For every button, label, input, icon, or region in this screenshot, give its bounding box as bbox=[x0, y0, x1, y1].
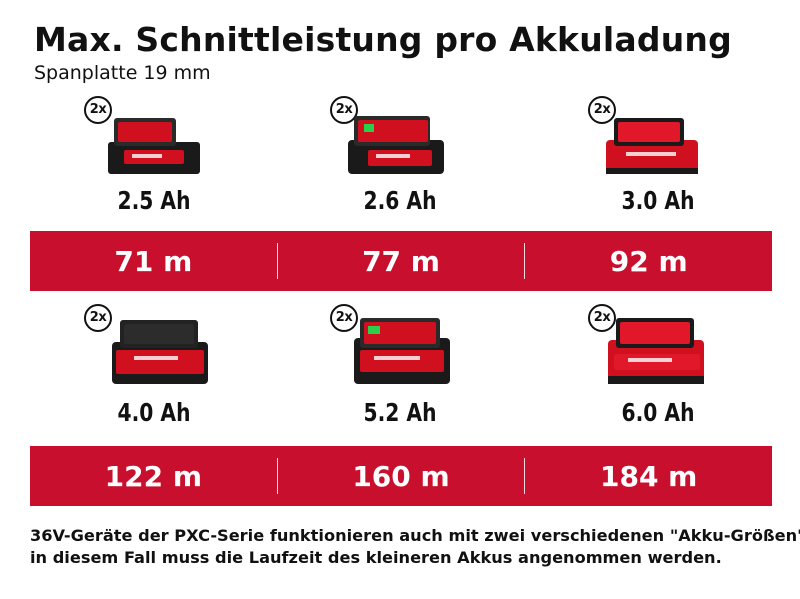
quantity-badge: 2x bbox=[330, 96, 358, 124]
quantity-badge: 2x bbox=[84, 96, 112, 124]
result-band-row-1: 71 m 77 m 92 m bbox=[30, 231, 772, 291]
band-divider bbox=[524, 243, 526, 279]
page-title: Max. Schnittleistung pro Akkuladung bbox=[34, 20, 732, 59]
band-divider bbox=[276, 458, 278, 494]
quantity-badge: 2x bbox=[588, 96, 616, 124]
page-subtitle: Spanplatte 19 mm bbox=[34, 62, 211, 84]
result-value: 160 m bbox=[352, 459, 450, 493]
result-value: 92 m bbox=[609, 244, 688, 278]
quantity-badge: 2x bbox=[588, 304, 616, 332]
battery-pack-icon bbox=[348, 116, 444, 174]
capacity-label: 2.6 Ah bbox=[363, 186, 437, 215]
capacity-label: 5.2 Ah bbox=[363, 398, 437, 427]
footnote: 36V-Geräte der PXC-Serie funktionieren a… bbox=[30, 525, 800, 569]
result-value: 77 m bbox=[362, 244, 440, 278]
band-divider bbox=[524, 458, 526, 494]
footnote-line-2: in diesem Fall muss die Laufzeit des kle… bbox=[30, 548, 722, 567]
capacity-label: 3.0 Ah bbox=[621, 186, 695, 215]
capacity-label: 6.0 Ah bbox=[621, 398, 695, 427]
battery-pack-icon bbox=[108, 118, 200, 174]
result-value: 71 m bbox=[114, 244, 193, 278]
quantity-badge: 2x bbox=[330, 304, 358, 332]
quantity-badge: 2x bbox=[84, 304, 112, 332]
capacity-label: 2.5 Ah bbox=[117, 186, 191, 215]
battery-pack-icon bbox=[112, 320, 208, 384]
result-band-row-2: 122 m 160 m 184 m bbox=[30, 446, 772, 506]
footnote-line-1: 36V-Geräte der PXC-Serie funktionieren a… bbox=[30, 526, 800, 545]
result-value: 184 m bbox=[599, 459, 698, 493]
battery-pack-icon bbox=[608, 318, 704, 384]
result-value: 122 m bbox=[104, 459, 203, 493]
capacity-label: 4.0 Ah bbox=[117, 398, 191, 427]
battery-pack-icon bbox=[606, 118, 698, 174]
battery-pack-icon bbox=[354, 318, 450, 384]
band-divider bbox=[276, 243, 278, 279]
